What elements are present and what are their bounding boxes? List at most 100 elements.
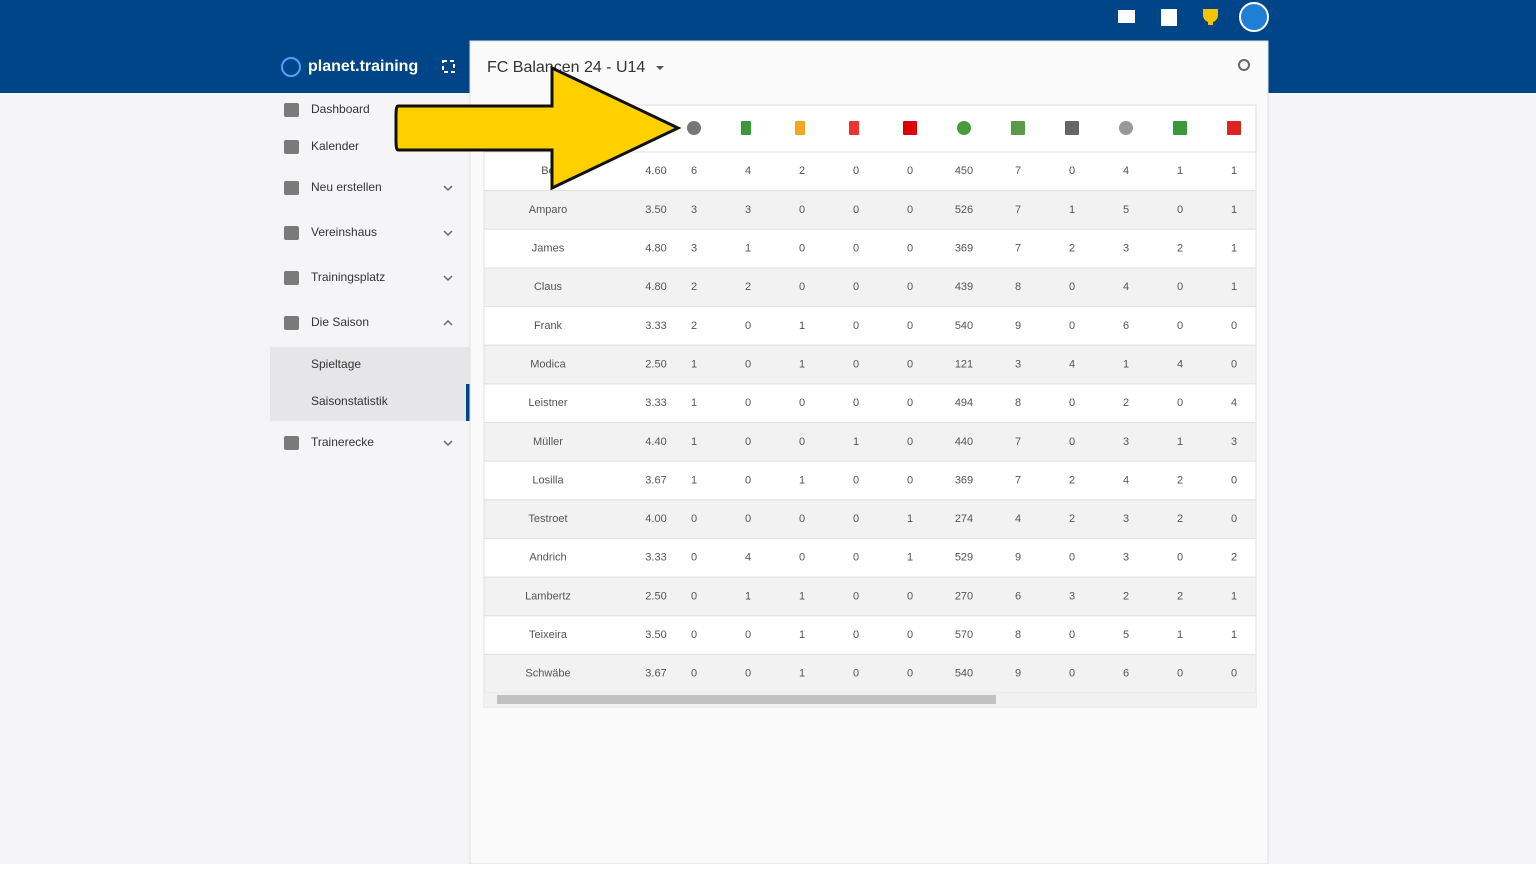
table-cell: 3 xyxy=(691,204,697,216)
column-icon[interactable] xyxy=(741,121,751,135)
table-cell: 2 xyxy=(1177,474,1183,486)
table-cell: 0 xyxy=(853,397,859,409)
table-cell: 8 xyxy=(1015,281,1021,293)
table-cell: 0 xyxy=(853,358,859,370)
trophy-icon[interactable] xyxy=(1203,9,1218,25)
team-select[interactable]: FC Balancen 24 - U14 xyxy=(487,59,645,76)
table-cell: 0 xyxy=(853,474,859,486)
table-cell: 1 xyxy=(691,358,697,370)
table-cell: 0 xyxy=(1177,281,1183,293)
column-icon[interactable] xyxy=(1011,121,1025,135)
help-icon[interactable] xyxy=(1161,9,1177,26)
table-cell: 0 xyxy=(691,629,697,641)
table-cell: 4 xyxy=(1177,358,1183,370)
table-cell: 3.33 xyxy=(645,397,666,409)
table-cell: 3 xyxy=(1123,436,1129,448)
table-cell: 0 xyxy=(799,397,805,409)
table-cell: 121 xyxy=(955,358,973,370)
table-cell: 0 xyxy=(1177,320,1183,332)
column-icon[interactable] xyxy=(957,121,971,135)
column-icon[interactable] xyxy=(1119,121,1133,135)
table-cell: 0 xyxy=(1069,668,1075,680)
table-cell: 4 xyxy=(1123,474,1129,486)
table-cell: Testroet xyxy=(528,513,567,525)
table-cell: 3.33 xyxy=(645,552,666,564)
table-cell: 2 xyxy=(1177,243,1183,255)
table-cell: 0 xyxy=(1177,668,1183,680)
menu-item[interactable]: Spieltage xyxy=(311,357,361,371)
table-cell: 0 xyxy=(1069,397,1075,409)
table-cell: 0 xyxy=(1231,513,1237,525)
table-cell: 2 xyxy=(1123,590,1129,602)
table-cell: 4 xyxy=(1069,358,1075,370)
table-cell: 0 xyxy=(853,629,859,641)
table-cell: 1 xyxy=(691,397,697,409)
column-icon[interactable] xyxy=(687,121,701,135)
chevron xyxy=(443,440,453,447)
column-icon[interactable] xyxy=(795,121,805,135)
menu-item[interactable]: Trainingsplatz xyxy=(311,270,385,284)
table-cell: 494 xyxy=(955,397,973,409)
table-cell: 0 xyxy=(691,590,697,602)
table-cell: 9 xyxy=(1015,668,1021,680)
scroll-thumb[interactable] xyxy=(497,695,996,704)
column-icon[interactable] xyxy=(1227,121,1241,135)
table-cell: 0 xyxy=(745,436,751,448)
table-cell: 440 xyxy=(955,436,973,448)
table-cell: 6 xyxy=(1123,668,1129,680)
table-cell: 7 xyxy=(1015,243,1021,255)
table-cell: 6 xyxy=(691,165,697,177)
table-cell: 1 xyxy=(799,629,805,641)
table-cell: 0 xyxy=(907,204,913,216)
table-cell: 4 xyxy=(1015,513,1021,525)
table-cell: 0 xyxy=(907,397,913,409)
menu-item[interactable]: Saisonstatistik xyxy=(311,394,389,408)
logo-icon xyxy=(281,57,301,77)
table-cell: 2 xyxy=(1123,397,1129,409)
table-cell: 0 xyxy=(907,436,913,448)
table-cell: 2 xyxy=(1069,474,1075,486)
profile-icon[interactable] xyxy=(1239,2,1269,32)
search-icon[interactable] xyxy=(1238,59,1250,71)
menu-icon xyxy=(284,226,299,240)
table-cell: 0 xyxy=(1069,165,1075,177)
column-icon[interactable] xyxy=(1065,121,1079,135)
column-icon[interactable] xyxy=(903,121,917,135)
table-cell: 2 xyxy=(1231,552,1237,564)
table-cell: 3.33 xyxy=(645,320,666,332)
table-cell: 2 xyxy=(691,320,697,332)
table-cell: 529 xyxy=(955,552,973,564)
column-icon[interactable] xyxy=(849,121,859,135)
table-cell: 7 xyxy=(1015,474,1021,486)
table-cell: 5 xyxy=(1123,204,1129,216)
menu-item[interactable]: Dashboard xyxy=(311,102,370,116)
chat-icon[interactable] xyxy=(1118,10,1135,23)
column-icon[interactable] xyxy=(1173,121,1187,135)
table-cell: 3 xyxy=(1015,358,1021,370)
table-cell: 0 xyxy=(691,552,697,564)
table-cell: 4.00 xyxy=(645,513,666,525)
table-cell: 1 xyxy=(907,552,913,564)
table-cell: 0 xyxy=(745,320,751,332)
menu-item[interactable]: Trainerecke xyxy=(311,435,374,449)
chevron xyxy=(443,319,453,326)
table-cell: 3 xyxy=(1231,436,1237,448)
table-cell: 0 xyxy=(799,552,805,564)
table-cell: 2 xyxy=(1177,590,1183,602)
menu-item[interactable]: Kalender xyxy=(311,139,359,153)
table-cell: James xyxy=(532,243,565,255)
table-cell: 0 xyxy=(1069,552,1075,564)
menu-item[interactable]: Vereinshaus xyxy=(311,225,377,239)
menu-item[interactable]: Die Saison xyxy=(311,315,369,329)
table-cell: 3 xyxy=(1123,513,1129,525)
menu-item[interactable]: Neu erstellen xyxy=(311,180,382,194)
table-cell: 0 xyxy=(907,668,913,680)
table-cell: 0 xyxy=(745,358,751,370)
table-cell: Amparo xyxy=(529,204,568,216)
table-cell: 0 xyxy=(853,552,859,564)
table-cell: Claus xyxy=(534,281,563,293)
logo: planet.training xyxy=(308,58,418,75)
fullscreen-icon[interactable] xyxy=(442,60,455,73)
chevron xyxy=(443,275,453,282)
table-cell: 1 xyxy=(799,358,805,370)
